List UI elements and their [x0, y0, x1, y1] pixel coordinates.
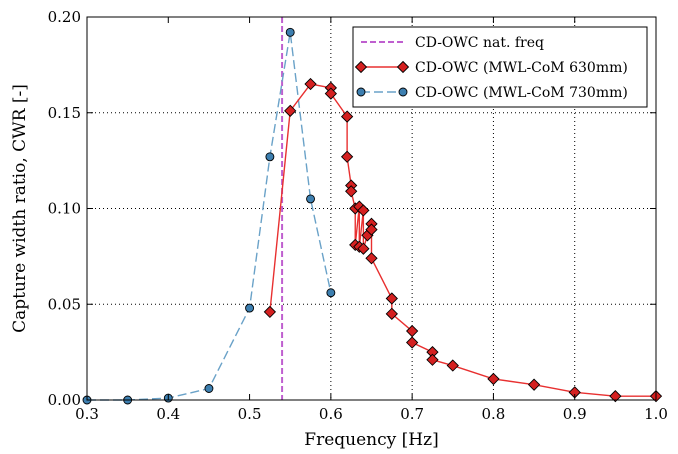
y-axis-label: Capture width ratio, CWR [-] — [10, 84, 30, 333]
legend-marker — [398, 87, 408, 97]
axis-ticks: 0.3 0.4 0.5 0.6 0.7 0.8 0.9 1.0 0.00 0.05 0.10 0.15… — [48, 8, 668, 423]
x-tick-label: 0.8 — [481, 405, 505, 423]
x-tick-label: 0.3 — [75, 405, 99, 423]
series-2 — [82, 27, 336, 405]
series-1-point — [609, 390, 622, 403]
legend-entry: CD-OWC nat. freq — [361, 35, 544, 51]
series-2-line — [87, 32, 332, 401]
series-1-point — [385, 292, 398, 305]
legend-marker — [354, 60, 368, 74]
series-1-point — [365, 223, 378, 236]
series-1-point — [324, 87, 337, 100]
y-tick-label: 0.00 — [48, 391, 81, 409]
series-2-point — [285, 27, 295, 37]
series-2-point — [265, 152, 275, 162]
series-1-point — [340, 110, 354, 123]
series-1-point — [357, 242, 370, 255]
series-1-point — [340, 150, 354, 163]
series-2-point — [306, 194, 315, 204]
legend-marker — [356, 87, 366, 97]
x-tick-label: 0.4 — [156, 405, 180, 423]
series-1-point — [527, 378, 541, 391]
x-tick-label: 1.0 — [644, 405, 668, 423]
legend-marker — [396, 60, 410, 74]
series-1-point — [357, 204, 370, 217]
legend-label: CD-OWC (MWL-CoM 730mm) — [415, 85, 628, 101]
series-1-point — [304, 77, 317, 91]
x-tick-label: 0.5 — [238, 405, 262, 423]
series-1-point — [365, 252, 378, 265]
series-2-point — [245, 303, 255, 313]
series-1-point — [345, 185, 358, 198]
x-tick-label: 0.7 — [400, 405, 424, 423]
plot-series — [82, 27, 663, 405]
y-tick-label: 0.15 — [48, 104, 81, 122]
series-2-point — [326, 288, 336, 298]
grid — [87, 17, 656, 400]
legend: CD-OWC nat. freq CD-OWC (MWL-CoM 630mm) CD… — [352, 26, 648, 108]
series-1-point — [385, 307, 398, 320]
y-tick-label: 0.20 — [48, 8, 81, 26]
y-tick-label: 0.05 — [48, 295, 81, 313]
x-tick-label: 0.9 — [563, 405, 587, 423]
legend-label: CD-OWC (MWL-CoM 630mm) — [415, 60, 628, 76]
y-tick-label: 0.10 — [48, 200, 81, 218]
series-1 — [263, 77, 663, 403]
series-1-point — [284, 104, 297, 117]
legend-entry: CD-OWC (MWL-CoM 730mm) — [356, 85, 628, 101]
series-1-point — [263, 305, 277, 319]
series-1-point — [487, 372, 500, 386]
series-1-point — [446, 359, 459, 372]
series-1-point — [406, 336, 419, 349]
x-tick-label: 0.6 — [319, 405, 343, 423]
series-1-line — [269, 83, 656, 397]
legend-entry: CD-OWC (MWL-CoM 630mm) — [354, 60, 628, 76]
series-1-point — [426, 353, 439, 366]
series-2-point — [204, 384, 214, 393]
legend-label: CD-OWC nat. freq — [415, 35, 544, 51]
x-axis-label: Frequency [Hz] — [304, 430, 438, 450]
